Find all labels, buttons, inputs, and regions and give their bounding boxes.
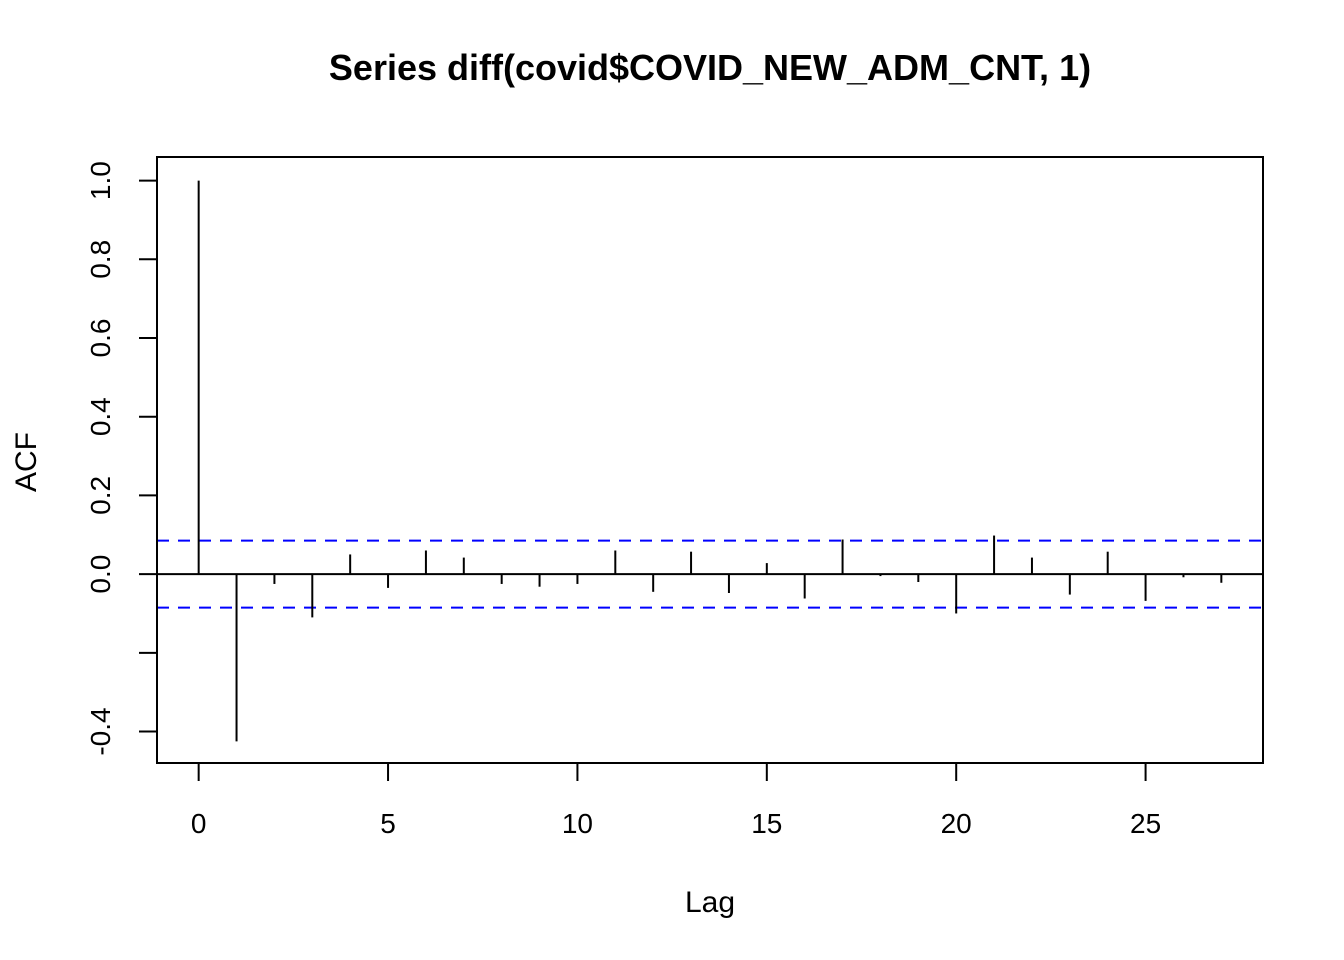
y-tick-label: 0.2: [85, 476, 116, 515]
x-tick-label: 0: [191, 808, 207, 839]
y-tick-label: 0.0: [85, 555, 116, 594]
x-tick-label: 10: [562, 808, 593, 839]
y-axis-label: ACF: [10, 432, 43, 492]
x-tick-label: 15: [751, 808, 782, 839]
chart-title: Series diff(covid$COVID_NEW_ADM_CNT, 1): [329, 47, 1091, 88]
y-tick-label: 0.8: [85, 240, 116, 279]
x-axis-label: Lag: [685, 886, 735, 919]
x-tick-label: 20: [941, 808, 972, 839]
y-tick-label: 1.0: [85, 161, 116, 200]
y-tick-label: 0.4: [85, 397, 116, 436]
x-tick-label: 25: [1130, 808, 1161, 839]
y-tick-label: 0.6: [85, 319, 116, 358]
x-tick-label: 5: [380, 808, 396, 839]
y-tick-label: -0.4: [85, 707, 116, 755]
plot-frame: [156, 156, 1264, 764]
